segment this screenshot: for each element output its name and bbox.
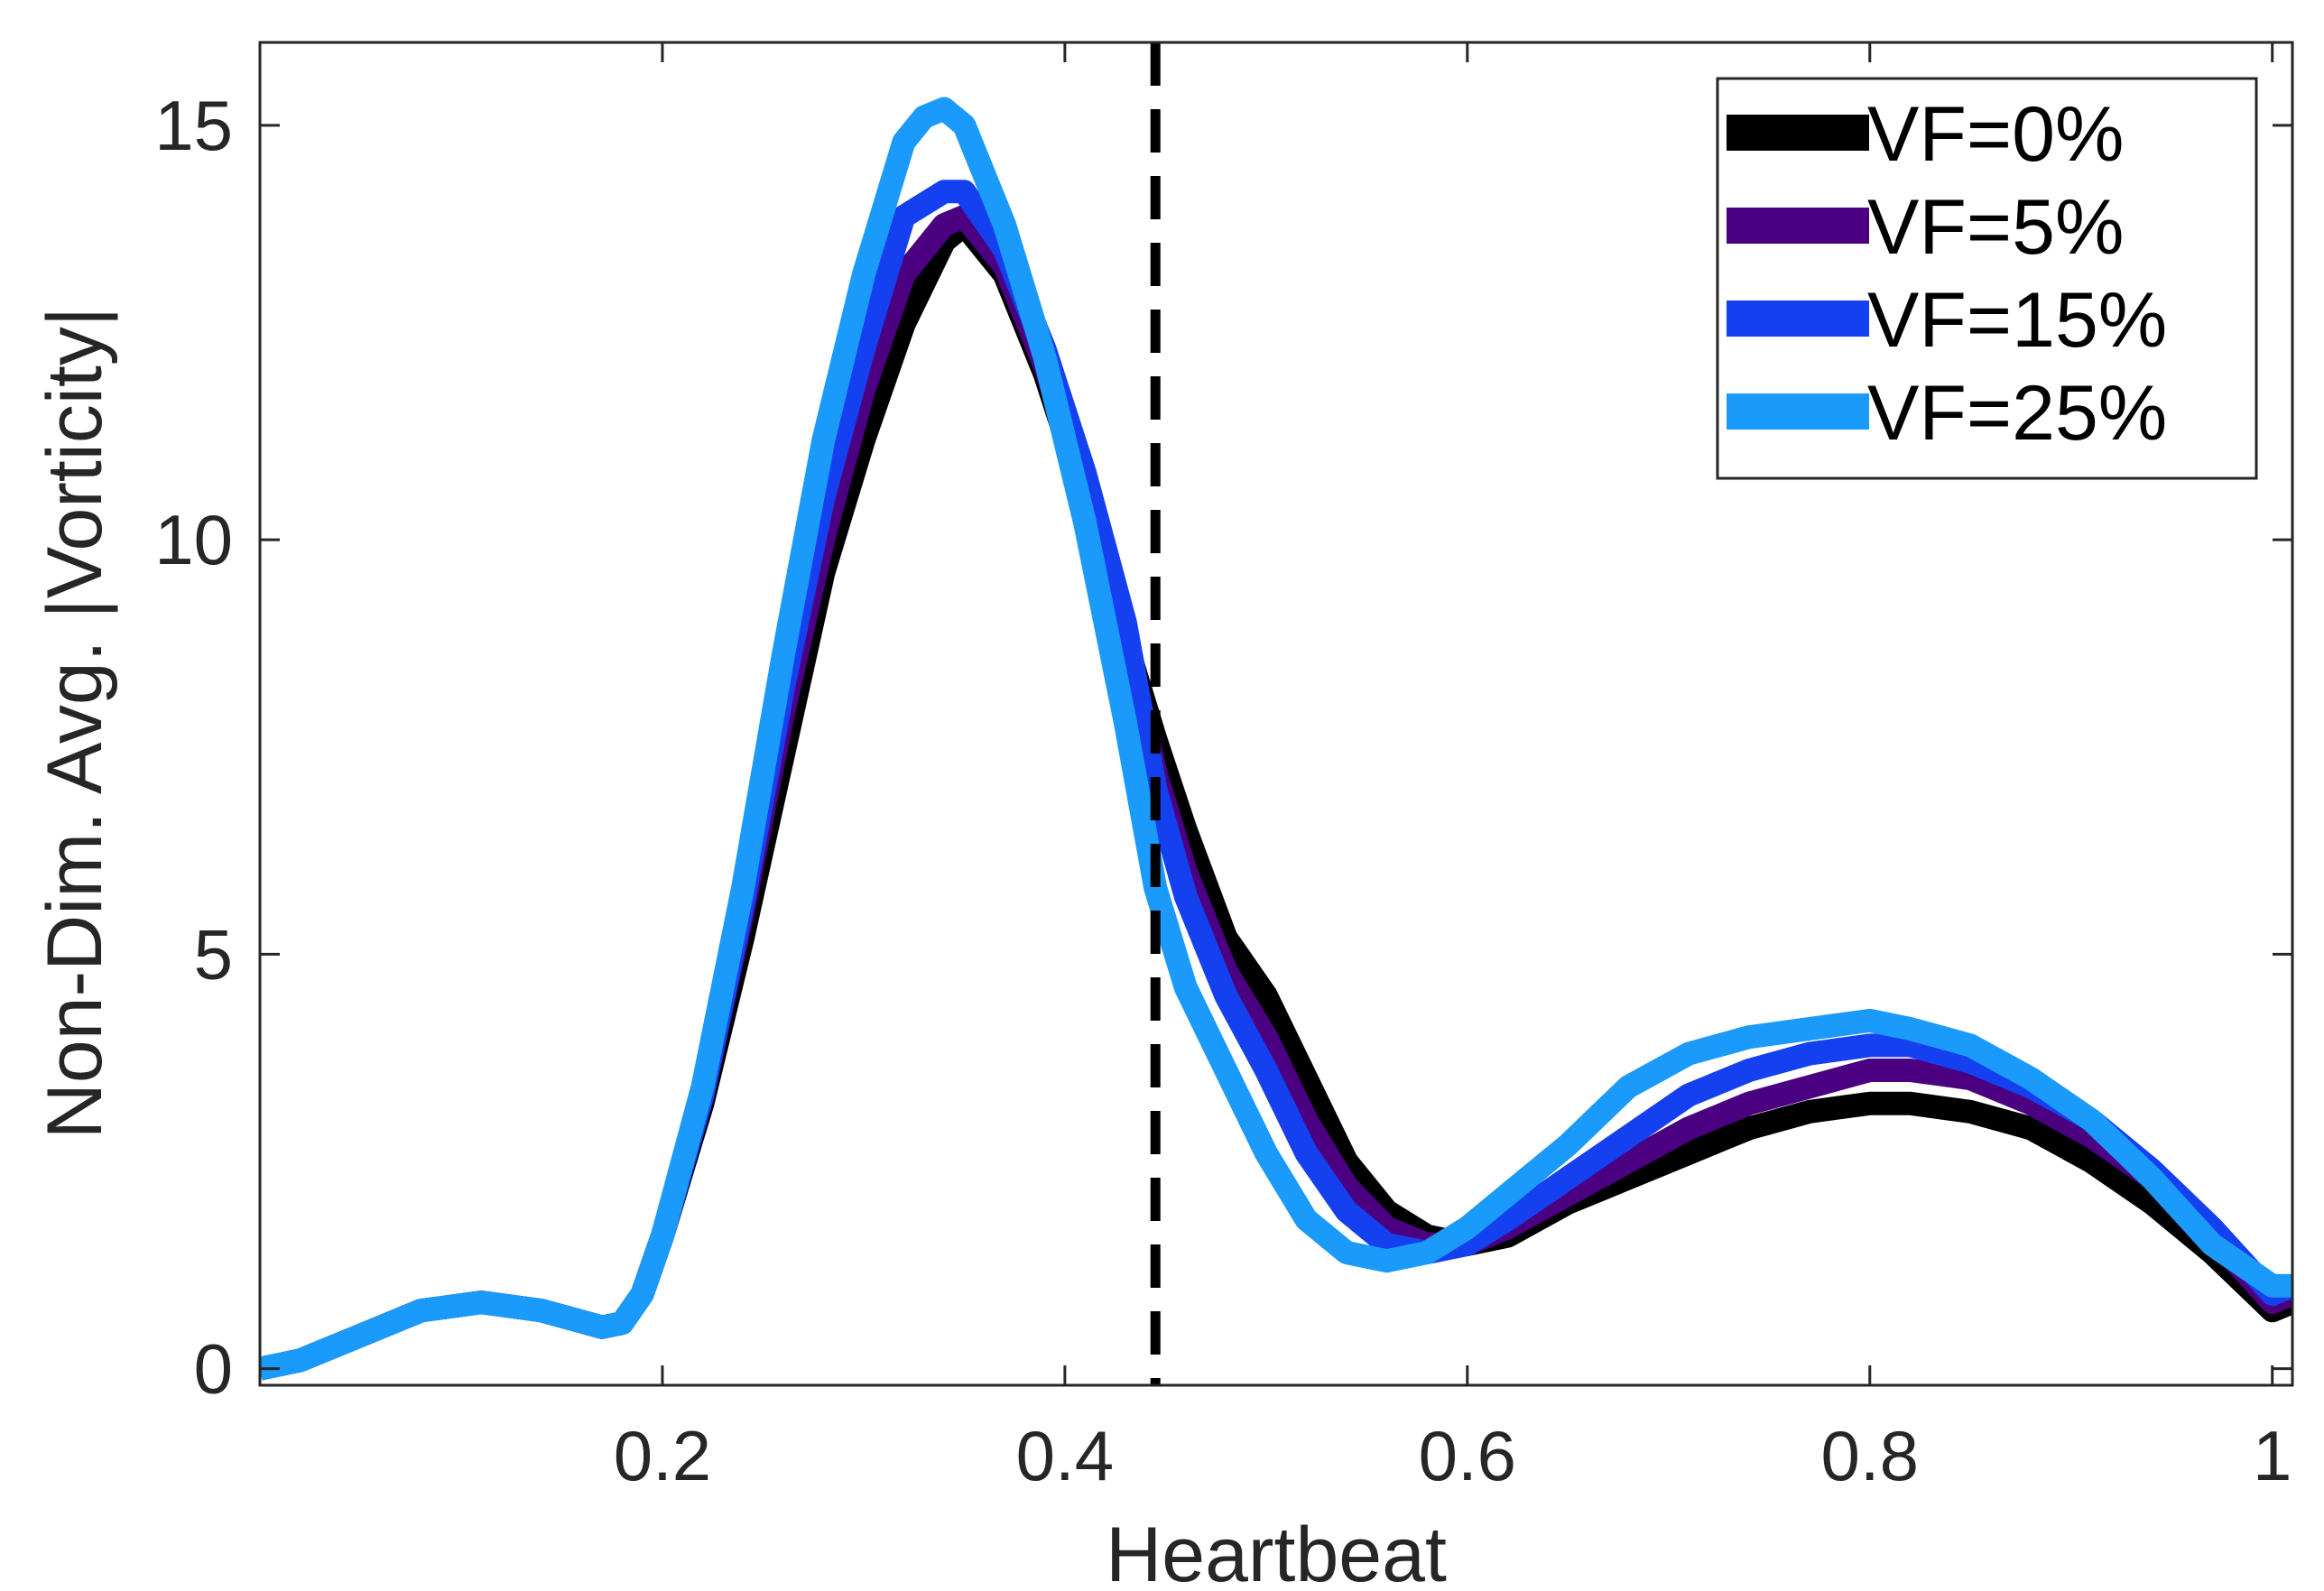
legend-label-1: VF=5% — [1867, 184, 2124, 271]
y-axis-label: Non-Dim. Avg. |Vorticity| — [32, 307, 118, 1139]
x-axis-label: Heartbeat — [1106, 1512, 1447, 1591]
x-tick-label: 0.6 — [1419, 1416, 1516, 1495]
x-tick-label: 0.2 — [614, 1416, 711, 1495]
series-layer — [260, 97, 2292, 1381]
y-tick-label: 0 — [194, 1329, 233, 1409]
x-tick-label: 0.4 — [1016, 1416, 1114, 1495]
y-tick-label: 10 — [154, 500, 233, 579]
legend-label-0: VF=0% — [1867, 91, 2124, 178]
legend-label-3: VF=25% — [1867, 370, 2167, 457]
legend-label-2: VF=15% — [1867, 277, 2167, 364]
series-line-3 — [260, 97, 2292, 1381]
legend: VF=0%VF=5%VF=15%VF=25% — [1716, 77, 2258, 480]
y-tick-label: 15 — [154, 86, 233, 165]
plot-area-frame — [258, 41, 2294, 1387]
x-tick-label: 0.8 — [1821, 1416, 1919, 1495]
x-tick-label: 1 — [2253, 1416, 2292, 1495]
y-tick-label: 5 — [194, 914, 233, 994]
